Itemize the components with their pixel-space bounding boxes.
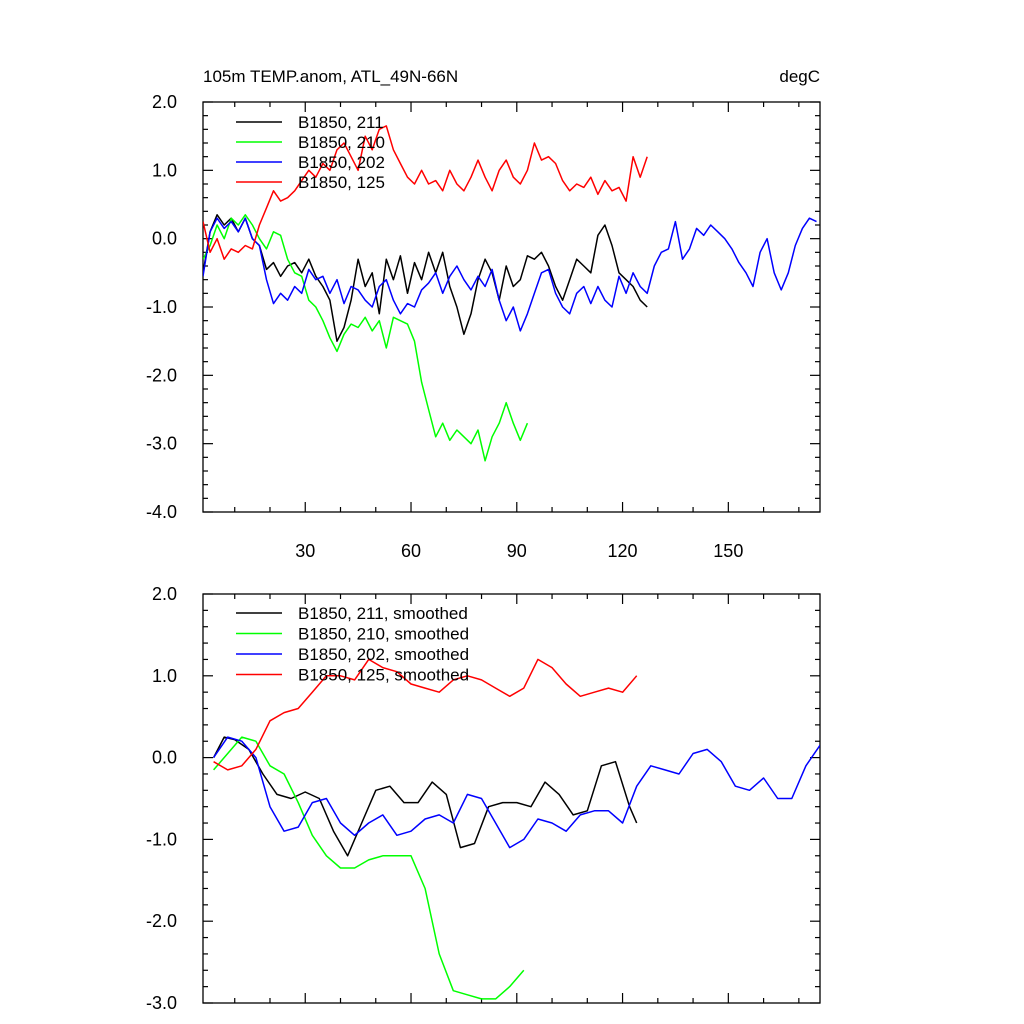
top-legend-label: B1850, 210 bbox=[298, 133, 385, 152]
bottom-y-tick-label: 0.0 bbox=[152, 748, 177, 768]
top-y-tick-label: 1.0 bbox=[152, 160, 177, 180]
bottom-y-tick-label: 2.0 bbox=[152, 584, 177, 604]
bottom-legend: B1850, 211, smoothed B1850, 210, smoothed… bbox=[236, 604, 469, 685]
top-y-tick-label: 0.0 bbox=[152, 229, 177, 249]
bottom-legend-label: B1850, 211, smoothed bbox=[298, 604, 468, 623]
top-x-tick-label: 120 bbox=[608, 541, 638, 561]
top-y-tick-label: -4.0 bbox=[146, 502, 177, 522]
bottom-y-tick-label: 1.0 bbox=[152, 666, 177, 686]
top-x-tick-label: 150 bbox=[713, 541, 743, 561]
top-x-tick-label: 30 bbox=[295, 541, 315, 561]
top-legend-label: B1850, 202 bbox=[298, 153, 385, 172]
top-chart-units: degC bbox=[779, 67, 820, 86]
bottom-chart-frame bbox=[202, 593, 821, 1004]
bottom-y-axis: -3.0 -2.0 -1.0 0.0 1.0 2.0 bbox=[146, 584, 820, 1013]
top-y-tick-label: -2.0 bbox=[146, 365, 177, 385]
top-x-tick-label: 90 bbox=[507, 541, 527, 561]
bottom-legend-label: B1850, 125, smoothed bbox=[298, 666, 469, 685]
top-y-axis: -4.0 -3.0 -2.0 -1.0 0.0 1.0 2.0 bbox=[146, 92, 820, 522]
bottom-chart-plot-area: -3.0 -2.0 -1.0 0.0 1.0 2.0 B1850, 211, smoothe… bbox=[146, 584, 821, 1013]
bottom-legend-label: B1850, 202, smoothed bbox=[298, 645, 469, 664]
bottom-series-line-3 bbox=[212, 736, 820, 849]
top-legend-label: B1850, 211 bbox=[298, 113, 384, 132]
top-y-tick-label: -3.0 bbox=[146, 434, 177, 454]
bottom-series-line-2 bbox=[213, 736, 525, 1000]
bottom-y-tick-label: -1.0 bbox=[146, 829, 177, 849]
top-x-axis: 30 60 90 120 150 bbox=[234, 102, 800, 561]
top-series-line-4 bbox=[203, 125, 648, 260]
bottom-series-group bbox=[212, 658, 820, 1000]
top-chart-title: 105m TEMP.anom, ATL_49N-66N bbox=[203, 67, 458, 86]
top-y-tick-label: 2.0 bbox=[152, 92, 177, 112]
bottom-legend-label: B1850, 210, smoothed bbox=[298, 625, 469, 644]
top-series-line-1 bbox=[203, 214, 648, 342]
bottom-y-tick-label: -3.0 bbox=[146, 993, 177, 1013]
bottom-y-tick-label: -2.0 bbox=[146, 911, 177, 931]
bottom-series-line-4 bbox=[213, 658, 638, 771]
top-legend-label: B1850, 125 bbox=[298, 173, 385, 192]
top-series-group bbox=[203, 125, 817, 462]
top-chart-plot-area: -4.0 -3.0 -2.0 -1.0 0.0 1.0 2.0 30 60 90 120 150 B18… bbox=[146, 92, 821, 561]
top-x-tick-label: 60 bbox=[401, 541, 421, 561]
top-y-tick-label: -1.0 bbox=[146, 297, 177, 317]
top-series-line-3 bbox=[203, 217, 817, 332]
bottom-series-line-1 bbox=[212, 736, 638, 857]
